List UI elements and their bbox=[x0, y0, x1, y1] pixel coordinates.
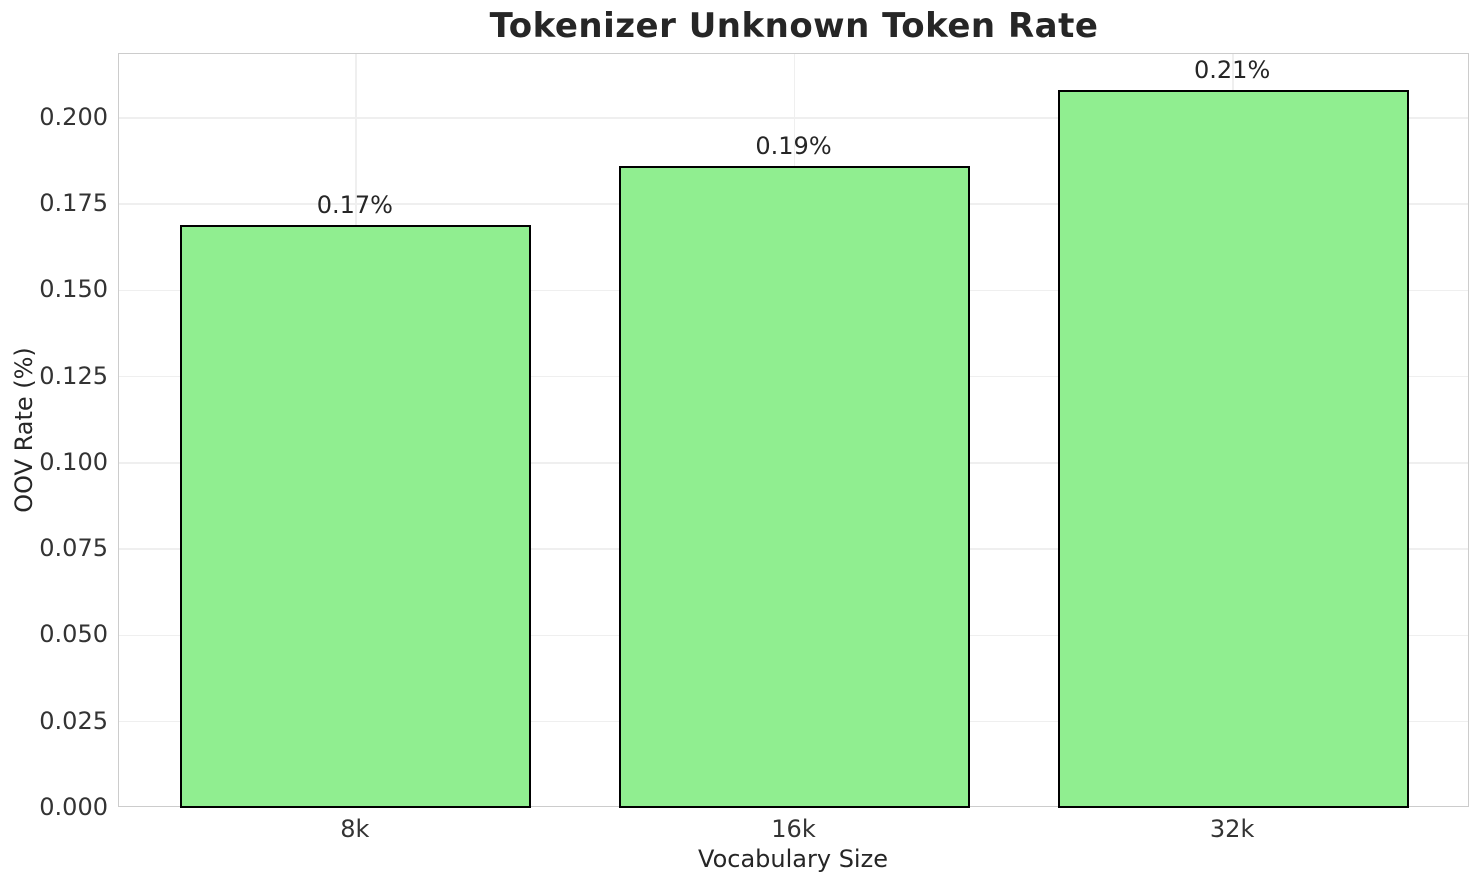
horizontal-gridline bbox=[119, 117, 1468, 119]
y-tick-label: 0.175 bbox=[39, 189, 108, 218]
y-tick-label: 0.075 bbox=[39, 534, 108, 563]
chart-title: Tokenizer Unknown Token Rate bbox=[489, 6, 1099, 46]
y-tick-label: 0.025 bbox=[39, 706, 108, 735]
x-tick-label: 16k bbox=[771, 815, 816, 843]
y-tick-label: 0.000 bbox=[39, 793, 108, 821]
bar bbox=[619, 166, 970, 808]
y-tick-label: 0.125 bbox=[39, 361, 108, 390]
plot-area bbox=[118, 53, 1469, 808]
bar-value-label: 0.19% bbox=[755, 132, 832, 161]
bar bbox=[1057, 90, 1409, 808]
bar bbox=[180, 224, 532, 808]
y-tick-label: 0.150 bbox=[39, 275, 108, 304]
x-tick-label: 8k bbox=[340, 815, 370, 843]
y-tick-label: 0.050 bbox=[39, 620, 108, 649]
x-tick-label: 32k bbox=[1209, 815, 1255, 843]
bar-value-label: 0.17% bbox=[316, 190, 393, 219]
y-tick-label: 0.100 bbox=[39, 447, 108, 476]
y-tick-label: 0.200 bbox=[39, 102, 108, 131]
x-axis-label: Vocabulary Size bbox=[698, 845, 888, 873]
bar-value-label: 0.21% bbox=[1194, 56, 1271, 85]
